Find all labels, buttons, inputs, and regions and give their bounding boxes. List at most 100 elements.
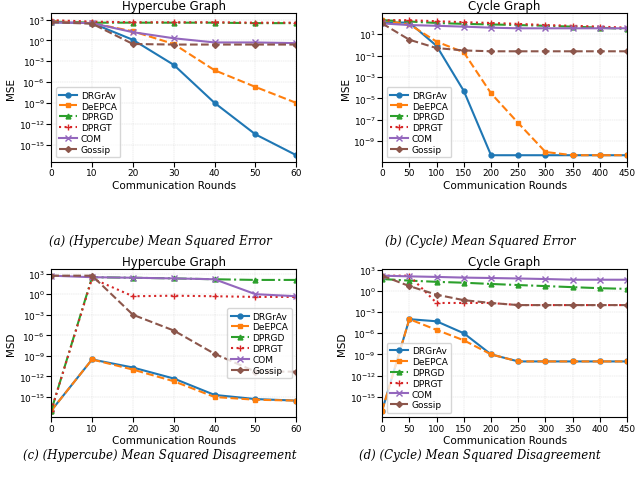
DPRGT — [252, 21, 259, 26]
DPRGD — [515, 23, 522, 29]
DRGrAv — [292, 153, 300, 159]
Title: Cycle Graph: Cycle Graph — [468, 255, 541, 268]
COM — [252, 292, 259, 298]
DeEPCA — [378, 18, 386, 24]
COM — [88, 275, 96, 280]
DPRGD — [596, 26, 604, 32]
Line: Gossip: Gossip — [380, 22, 629, 54]
DRGrAv — [252, 396, 259, 402]
DPRGT — [406, 273, 413, 279]
Line: DPRGD: DPRGD — [380, 19, 630, 32]
COM — [292, 294, 300, 300]
DeEPCA — [487, 91, 495, 97]
DeEPCA — [569, 153, 577, 159]
COM — [211, 40, 218, 46]
Text: (c) (Hypercube) Mean Squared Disagreement: (c) (Hypercube) Mean Squared Disagreemen… — [23, 448, 297, 461]
DPRGD — [47, 408, 55, 414]
Y-axis label: MSE: MSE — [340, 78, 351, 99]
DPRGT — [129, 294, 137, 300]
DeEPCA — [47, 408, 55, 414]
DeEPCA — [541, 150, 549, 156]
DPRGT — [88, 276, 96, 282]
DPRGD — [541, 24, 549, 30]
DRGrAv — [406, 317, 413, 323]
DPRGT — [433, 19, 440, 25]
Gossip — [460, 298, 468, 303]
DeEPCA — [515, 359, 522, 364]
Gossip — [569, 302, 577, 308]
DPRGD — [487, 281, 495, 287]
DeEPCA — [211, 394, 218, 400]
DRGrAv — [211, 392, 218, 398]
COM — [596, 277, 604, 283]
Legend: DRGrAv, DeEPCA, DPRGD, DPRGT, COM, Gossip: DRGrAv, DeEPCA, DPRGD, DPRGT, COM, Gossi… — [387, 88, 451, 158]
DPRGT — [47, 408, 55, 414]
Line: DPRGT: DPRGT — [379, 273, 630, 309]
DeEPCA — [460, 338, 468, 344]
DeEPCA — [569, 359, 577, 364]
DRGrAv — [433, 44, 440, 49]
DPRGT — [211, 20, 218, 26]
COM — [487, 276, 495, 281]
DeEPCA — [433, 40, 440, 46]
Gossip — [292, 369, 300, 375]
Text: (b) (Cycle) Mean Squared Error: (b) (Cycle) Mean Squared Error — [385, 234, 575, 247]
Gossip — [596, 302, 604, 308]
DRGrAv — [252, 132, 259, 138]
DPRGD — [211, 277, 218, 283]
COM — [460, 24, 468, 30]
X-axis label: Communication Rounds: Communication Rounds — [112, 435, 236, 445]
Line: DPRGT: DPRGT — [379, 18, 630, 32]
COM — [170, 276, 177, 282]
COM — [515, 26, 522, 32]
Gossip — [170, 328, 177, 334]
DeEPCA — [596, 359, 604, 364]
DRGrAv — [623, 153, 631, 159]
DeEPCA — [623, 359, 631, 364]
DPRGD — [541, 284, 549, 289]
Line: DRGrAv: DRGrAv — [380, 21, 630, 158]
COM — [88, 21, 96, 27]
Title: Cycle Graph: Cycle Graph — [468, 0, 541, 13]
COM — [515, 276, 522, 282]
X-axis label: Communication Rounds: Communication Rounds — [112, 180, 236, 191]
COM — [487, 26, 495, 32]
COM — [378, 22, 386, 27]
DeEPCA — [460, 50, 468, 56]
COM — [129, 276, 137, 281]
DeEPCA — [433, 327, 440, 333]
COM — [170, 36, 177, 42]
Legend: DRGrAv, DeEPCA, DPRGD, DPRGT, COM, Gossip: DRGrAv, DeEPCA, DPRGD, DPRGT, COM, Gossi… — [387, 343, 451, 413]
DPRGT — [541, 23, 549, 29]
Gossip — [623, 49, 631, 55]
Gossip — [47, 20, 55, 26]
DeEPCA — [252, 85, 259, 91]
Gossip — [292, 43, 300, 48]
DPRGD — [569, 24, 577, 30]
Gossip — [211, 43, 218, 48]
DPRGD — [406, 20, 413, 25]
Line: DRGrAv: DRGrAv — [49, 21, 299, 158]
Line: Gossip: Gossip — [380, 274, 629, 308]
Gossip — [129, 312, 137, 318]
DPRGD — [433, 279, 440, 285]
DeEPCA — [292, 101, 300, 107]
DPRGT — [460, 300, 468, 306]
DRGrAv — [596, 153, 604, 159]
COM — [541, 26, 549, 32]
Gossip — [541, 302, 549, 308]
Gossip — [596, 49, 604, 55]
DRGrAv — [88, 357, 96, 362]
COM — [569, 26, 577, 32]
COM — [460, 275, 468, 281]
DPRGT — [378, 273, 386, 279]
DPRGD — [292, 21, 300, 27]
DPRGD — [569, 285, 577, 290]
DRGrAv — [433, 319, 440, 324]
DPRGD — [170, 21, 177, 26]
Line: COM: COM — [380, 22, 630, 32]
DPRGT — [47, 18, 55, 24]
Line: DeEPCA: DeEPCA — [49, 357, 299, 413]
DPRGD — [487, 23, 495, 28]
Gossip — [569, 49, 577, 55]
